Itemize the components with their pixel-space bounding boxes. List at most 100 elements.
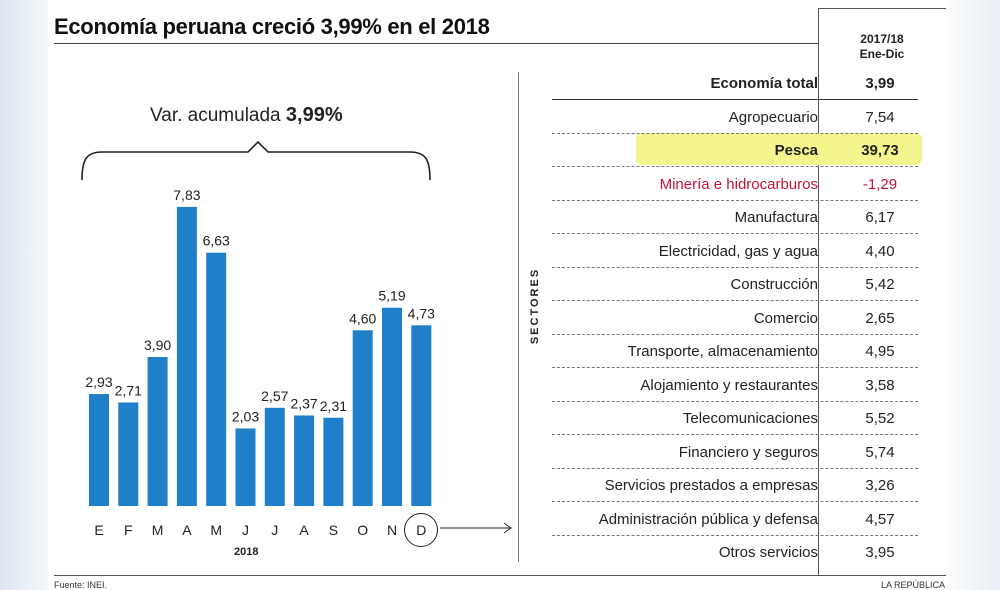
right-background-blur — [948, 0, 1000, 590]
row-separator — [552, 333, 918, 335]
bar-value-label-1: 2,93 — [85, 374, 112, 390]
bar-value-label-4: 7,83 — [173, 187, 200, 203]
row-separator — [552, 199, 918, 201]
sector-value: 5,74 — [865, 443, 895, 461]
value-column-divider — [818, 8, 819, 576]
sector-row: Pesca 39,73 — [552, 134, 942, 167]
sector-row: Telecomunicaciones 5,52 — [552, 402, 942, 435]
sector-value: -1,29 — [862, 175, 898, 193]
sector-name: Telecomunicaciones — [682, 410, 818, 427]
row-separator — [552, 166, 918, 167]
column-header-range: Ene-Dic — [859, 47, 905, 61]
accumulated-variation-value: 3,99% — [285, 104, 343, 126]
sector-name: Electricidad, gas y agua — [658, 242, 818, 260]
bar-value-label-7: 2,57 — [261, 388, 288, 404]
sector-name: Servicios prestados a empresas — [604, 477, 818, 494]
month-label-5: M — [210, 522, 223, 538]
month-label-10: O — [357, 522, 369, 538]
bar-value-label-11: 5,19 — [378, 288, 405, 304]
sector-name: Construcción — [730, 276, 818, 293]
sector-row: Otros servicios 3,95 — [552, 536, 942, 569]
sector-name: Economía total — [710, 75, 818, 92]
month-label-4: A — [182, 522, 192, 538]
month-label-8: A — [299, 522, 309, 538]
sector-value: 39,73 — [861, 142, 899, 159]
sector-row: Minería e hidrocarburos -1,29 — [552, 168, 942, 201]
bar-value-label-2: 2,71 — [115, 382, 142, 398]
sector-value: 2,65 — [865, 309, 895, 327]
month-label-11: N — [386, 522, 398, 538]
month-label-6: J — [242, 522, 249, 538]
sector-row: Alojamiento y restaurantes 3,58 — [552, 369, 942, 402]
sector-row: Servicios prestados a empresas 3,26 — [552, 469, 942, 502]
bar-value-label-12: 4,73 — [408, 305, 435, 321]
sector-row: Construcción 5,42 — [552, 268, 942, 301]
sector-name: Financiero y seguros — [678, 443, 818, 461]
sector-row: Economía total 3,99 — [552, 67, 942, 100]
row-separator — [552, 400, 918, 402]
row-separator — [552, 434, 918, 435]
sector-row: Manufactura 6,17 — [552, 201, 942, 234]
pesca-highlight — [636, 133, 922, 165]
sector-name: Alojamiento y restaurantes — [640, 376, 818, 394]
bar-4 — [176, 206, 197, 507]
row-separator — [552, 501, 918, 502]
month-label-3: M — [151, 522, 164, 538]
sector-value: 4,57 — [865, 510, 895, 528]
month-label-2: F — [124, 522, 133, 538]
row-separator — [552, 233, 918, 234]
footer-source: Fuente: INEI. — [54, 580, 108, 590]
monthly-growth-bar-chart: 2,932,71 3,90 7,83 6,63 2,032,57 2,37 2,31 4,60… — [85, 187, 435, 507]
bar-value-label-6: 2,03 — [232, 408, 259, 424]
accumulated-variation-prefix: Var. acumulada — [150, 105, 281, 126]
month-label-7: J — [271, 522, 279, 538]
row-separator — [552, 266, 918, 268]
sectores-divider — [518, 72, 519, 562]
sector-value: 6,17 — [865, 209, 895, 226]
sector-row: Agropecuario 7,54 — [552, 101, 942, 134]
sector-row: Transporte, almacenamiento 4,95 — [552, 335, 942, 368]
row-separator — [552, 132, 918, 134]
row-separator — [552, 300, 918, 301]
bar-5 — [206, 252, 227, 506]
footer-divider — [54, 575, 946, 576]
sector-value: 5,52 — [865, 410, 895, 427]
header-divider — [818, 8, 946, 9]
sector-value: 3,26 — [865, 477, 895, 494]
sector-value: 3,95 — [865, 544, 895, 561]
bar-3 — [147, 357, 168, 506]
bar-value-label-5: 6,63 — [203, 233, 230, 249]
sector-row: Financiero y seguros 5,74 — [552, 436, 942, 469]
sector-value: 3,58 — [865, 376, 895, 394]
title-divider — [54, 43, 818, 44]
sector-name: Minería e hidrocarburos — [659, 175, 818, 193]
sector-name: Comercio — [753, 309, 818, 327]
bar-12 — [411, 325, 432, 506]
sector-row: Electricidad, gas y agua 4,40 — [552, 235, 942, 268]
sector-row: Comercio 2,65 — [552, 302, 942, 335]
month-label-1: E — [94, 522, 104, 538]
sector-name: Transporte, almacenamiento — [627, 343, 818, 360]
bar-value-label-8: 2,37 — [290, 395, 317, 411]
sector-name: Administración pública y defensa — [598, 510, 818, 528]
row-separator — [552, 534, 918, 536]
page-title: Economía peruana creció 3,99% en el 2018 — [54, 14, 490, 39]
sector-value: 5,42 — [865, 276, 895, 293]
arrow-right-icon — [440, 522, 512, 534]
sector-value: 4,95 — [865, 343, 895, 360]
bar-6 — [235, 428, 256, 506]
row-separator — [552, 99, 918, 100]
bar-10 — [352, 330, 373, 506]
sector-name: Agropecuario — [728, 108, 818, 126]
sector-name: Otros servicios — [718, 544, 818, 561]
december-circle-marker — [404, 513, 438, 547]
sector-row: Administración pública y defensa 4,57 — [552, 503, 942, 536]
sector-name: Manufactura — [734, 209, 818, 226]
sector-value: 4,40 — [865, 242, 895, 260]
sector-name: Pesca — [774, 142, 818, 159]
bar-7 — [264, 407, 285, 506]
bar-value-label-9: 2,31 — [320, 398, 347, 414]
x-axis-year-label: 2018 — [234, 546, 259, 558]
bar-value-label-10: 4,60 — [349, 310, 376, 326]
